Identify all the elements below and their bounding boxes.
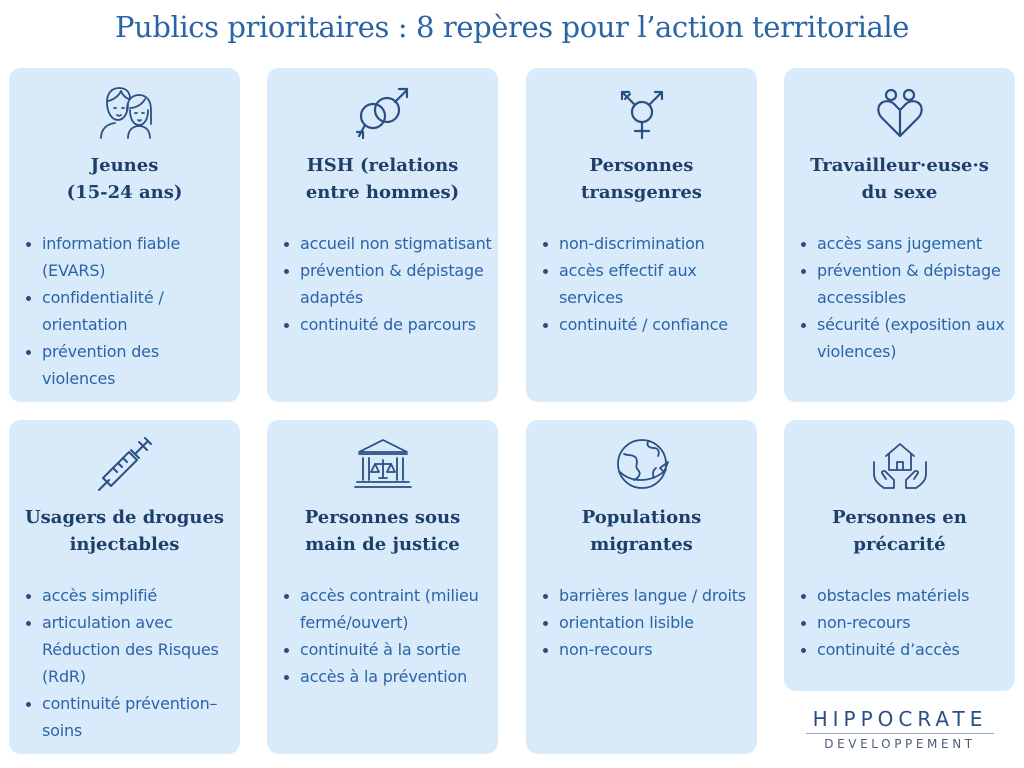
list-item: sécurité (exposition aux violences) — [798, 311, 1011, 365]
brand-name: HIPPOCRATE — [812, 707, 988, 731]
page-title: Publics prioritaires : 8 repères pour l’… — [114, 10, 910, 44]
card-justice: Personnes sous main de justice accès con… — [267, 420, 498, 754]
list-item: prévention & dépistage accessibles — [798, 257, 1011, 311]
card-heading: Usagers de drogues injectables — [24, 507, 225, 555]
list-item: non-discrimination — [540, 230, 753, 257]
list-item: barrières langue / droits — [540, 582, 753, 609]
list-item: obstacles matériels — [798, 582, 1011, 609]
heart-people-icon — [784, 80, 1015, 144]
brand-divider — [806, 733, 994, 734]
list-item: information fiable (EVARS) — [23, 230, 236, 284]
card-heading: Personnes en précarité — [832, 507, 967, 555]
list-item: accueil non stigmatisant — [281, 230, 494, 257]
card-list: barrières langue / droits orientation li… — [540, 582, 753, 663]
card-heading: Jeunes (15-24 ans) — [66, 155, 183, 203]
card-list: accès sans jugement prévention & dépista… — [798, 230, 1011, 365]
card-jeunes: Jeunes (15-24 ans) information fiable (E… — [9, 68, 240, 402]
list-item: accès à la prévention — [281, 663, 494, 690]
card-hsh: HSH (relations entre hommes) accueil non… — [267, 68, 498, 402]
card-heading: HSH (relations entre hommes) — [305, 155, 460, 203]
card-heading: Populations migrantes — [581, 507, 702, 555]
brand-subtitle: DEVELOPPEMENT — [824, 737, 976, 751]
list-item: confidentialité / orientation — [23, 284, 236, 338]
brand-logo: HIPPOCRATE DEVELOPPEMENT — [806, 707, 994, 751]
list-item: non-recours — [798, 609, 1011, 636]
list-item: continuité / confiance — [540, 311, 753, 338]
list-item: prévention des violences — [23, 338, 236, 392]
list-item: articulation avec Réduction des Risques … — [23, 609, 236, 690]
list-item: accès effectif aux services — [540, 257, 753, 311]
card-migrants: Populations migrantes barrières langue /… — [526, 420, 757, 754]
card-transgenres: Personnes transgenres non-discrimination… — [526, 68, 757, 402]
card-usagers-drogues: Usagers de drogues injectables accès sim… — [9, 420, 240, 754]
card-list: accès simplifié articulation avec Réduct… — [23, 582, 236, 744]
card-travailleurs-sexe: Travailleur·euse·s du sexe accès sans ju… — [784, 68, 1015, 402]
card-list: accès contraint (milieu fermé/ouvert) co… — [281, 582, 494, 690]
card-precarite: Personnes en précarité obstacles matérie… — [784, 420, 1015, 691]
card-list: information fiable (EVARS) confidentiali… — [23, 230, 236, 392]
list-item: continuité de parcours — [281, 311, 494, 338]
list-item: accès simplifié — [23, 582, 236, 609]
list-item: non-recours — [540, 636, 753, 663]
card-heading: Travailleur·euse·s du sexe — [810, 155, 989, 203]
card-heading: Personnes sous main de justice — [304, 507, 461, 555]
list-item: continuité à la sortie — [281, 636, 494, 663]
list-item: continuité d’accès — [798, 636, 1011, 663]
card-list: non-discrimination accès effectif aux se… — [540, 230, 753, 338]
list-item: orientation lisible — [540, 609, 753, 636]
card-list: accueil non stigmatisant prévention & dé… — [281, 230, 494, 338]
transgender-symbol-icon — [526, 80, 757, 144]
young-people-icon — [9, 80, 240, 144]
card-list: obstacles matériels non-recours continui… — [798, 582, 1011, 663]
card-heading: Personnes transgenres — [581, 155, 702, 203]
male-symbols-icon — [267, 80, 498, 144]
courthouse-icon — [267, 432, 498, 496]
list-item: continuité prévention–soins — [23, 690, 236, 744]
list-item: accès sans jugement — [798, 230, 1011, 257]
syringe-icon — [9, 432, 240, 496]
list-item: prévention & dépistage adaptés — [281, 257, 494, 311]
globe-plane-icon — [526, 432, 757, 496]
house-hands-icon — [784, 432, 1015, 496]
list-item: accès contraint (milieu fermé/ouvert) — [281, 582, 494, 636]
